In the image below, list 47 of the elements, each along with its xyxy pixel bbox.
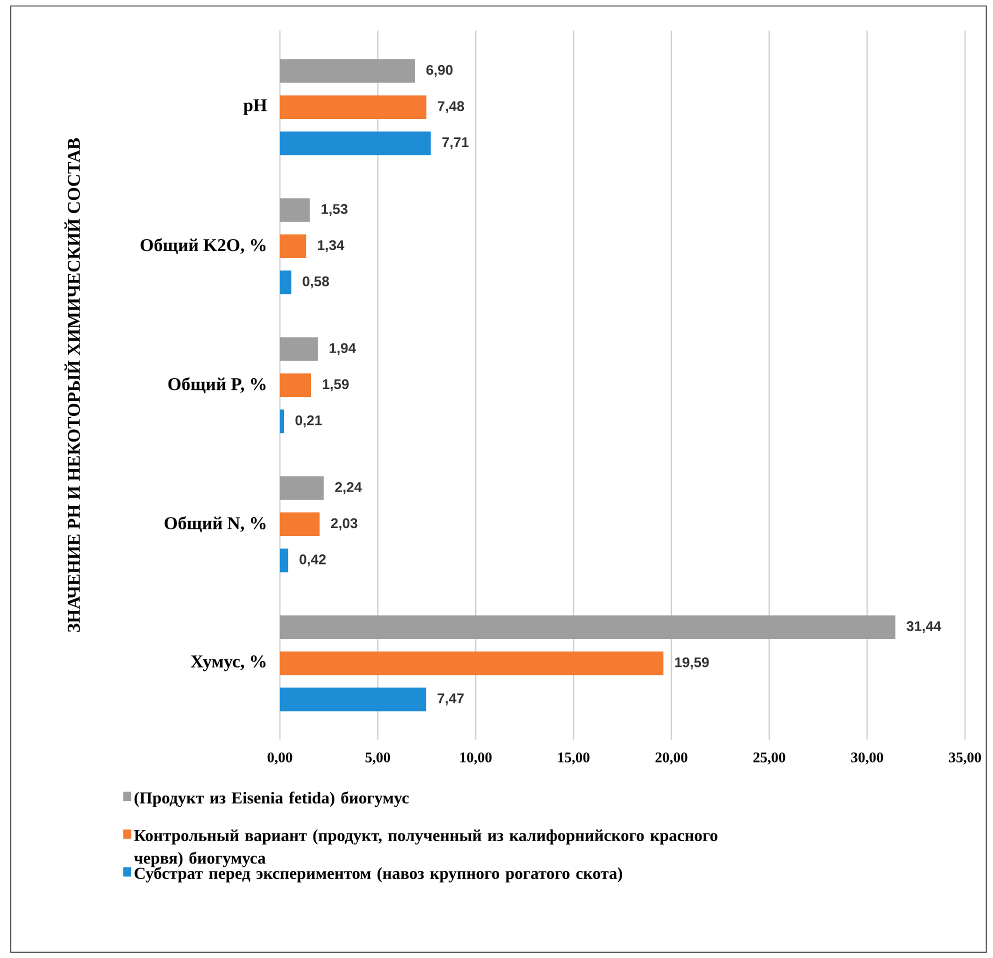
- data-label: 19,59: [675, 657, 709, 670]
- y-tick-label: pH: [243, 99, 267, 116]
- bar: [280, 688, 426, 712]
- y-axis-title: ЗНАЧЕНИЕ РН И НЕКОТОРЫЙ ХИМИЧЕСКИЙ СОСТАВ: [64, 138, 80, 632]
- bar: [280, 410, 284, 434]
- legend-label: Субстрат перед экспериментом (навоз крупного рогатого скота): [134, 867, 622, 883]
- legend-label: (Продукт из Eisenia fetida) биогумус: [134, 792, 409, 808]
- bar: [280, 374, 312, 398]
- y-tick-label: Общий N, %: [164, 516, 266, 532]
- data-label: 1,53: [322, 204, 348, 216]
- data-label: 31,44: [906, 621, 942, 634]
- bar: [280, 512, 320, 536]
- bar: [280, 132, 431, 156]
- bar: [280, 476, 324, 500]
- data-label: 7,47: [438, 694, 464, 706]
- bar: [280, 95, 426, 120]
- x-tick-label: 25,00: [753, 752, 786, 765]
- x-tick-label: 30,00: [851, 752, 884, 765]
- data-label: 7,71: [442, 138, 469, 150]
- bar: [280, 59, 415, 83]
- data-label: 0,42: [300, 554, 326, 567]
- x-tick-label: 35,00: [949, 752, 981, 765]
- x-tick-label: 20,00: [656, 752, 688, 765]
- bar: [280, 652, 664, 676]
- x-tick-label: 15,00: [558, 752, 590, 765]
- data-label: 1,34: [318, 240, 344, 252]
- x-tick-label: 10,00: [460, 752, 492, 765]
- data-label: 1,59: [322, 379, 349, 392]
- y-tick-label: Хумус, %: [190, 656, 266, 672]
- data-label: 0,21: [295, 416, 322, 428]
- bar: [280, 270, 292, 294]
- bar: [280, 234, 306, 258]
- data-label: 6,90: [426, 65, 453, 78]
- bar: [280, 615, 896, 640]
- y-tick-label: Общий P, %: [168, 377, 266, 394]
- x-tick-label: 5,00: [366, 752, 390, 765]
- data-label: 2,24: [335, 482, 362, 494]
- data-label: 7,48: [438, 101, 464, 114]
- bar: [280, 337, 318, 362]
- bar: [280, 198, 310, 222]
- data-label: 0,58: [302, 276, 329, 288]
- legend-label: Контрольный вариант (продукт, полученный из калифорнийского красного червя) биогумуса: [134, 830, 718, 868]
- y-tick-label: Общий K2O, %: [140, 238, 266, 254]
- data-label: 2,03: [331, 518, 358, 530]
- x-tick-label: 0,00: [268, 752, 292, 765]
- data-label: 1,94: [330, 343, 356, 356]
- bar: [280, 548, 288, 572]
